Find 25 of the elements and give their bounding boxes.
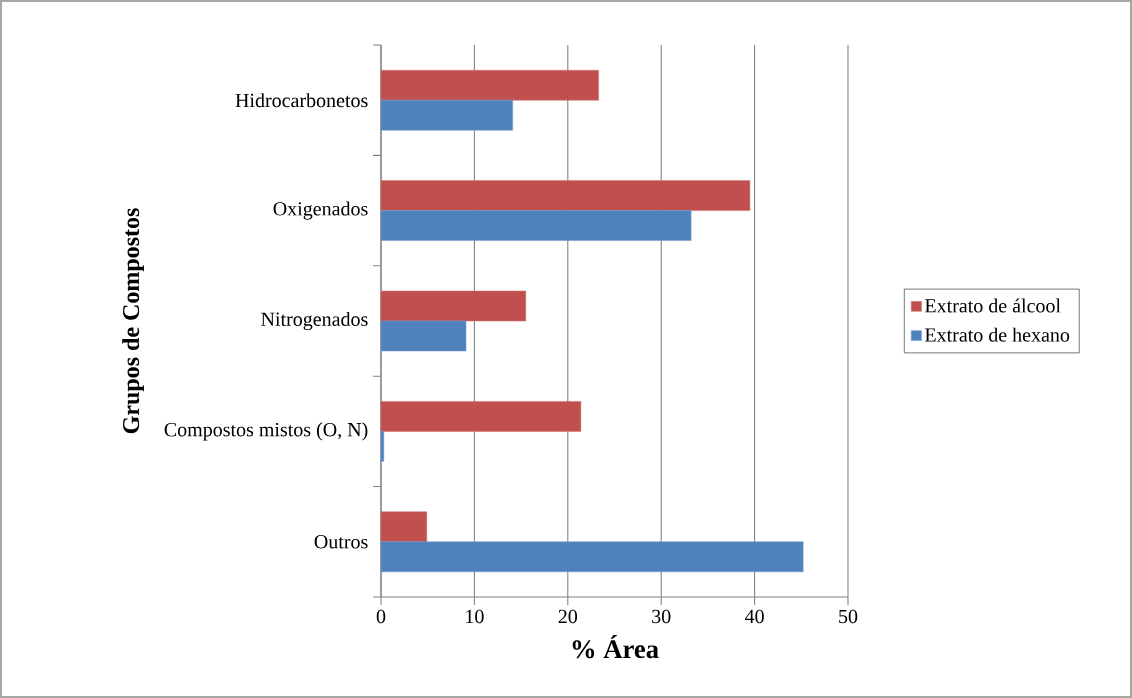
x-tick-label: 20 — [558, 609, 578, 624]
x-tick-label: 40 — [745, 609, 764, 624]
bar — [380, 320, 467, 352]
y-tick-label: Hidrocarbonetos — [235, 93, 368, 108]
x-tick-label: 30 — [652, 609, 671, 624]
x-tick-label: 0 — [376, 609, 386, 624]
legend-label: Extrato de hexano — [924, 327, 1070, 342]
x-tick-label: 50 — [839, 609, 858, 624]
y-axis-title: Grupos de Compostos — [122, 208, 144, 434]
bar — [380, 210, 692, 241]
x-axis-title: % Área — [572, 635, 659, 659]
bar — [380, 541, 804, 573]
bar — [380, 180, 751, 211]
bar — [380, 511, 428, 543]
legend-label: Extrato de álcool — [924, 298, 1061, 313]
x-tick-label: 10 — [466, 609, 484, 624]
bar — [380, 69, 599, 101]
y-tick-label: Compostos mistos (O, N) — [164, 422, 368, 441]
bar — [380, 290, 527, 322]
bar — [380, 401, 582, 432]
y-tick-label: Oxigenados — [273, 201, 368, 220]
bar — [380, 431, 385, 462]
y-tick-label: Outros — [314, 535, 368, 549]
y-tick-label: Nitrogenados — [261, 311, 368, 331]
bar — [380, 99, 513, 131]
